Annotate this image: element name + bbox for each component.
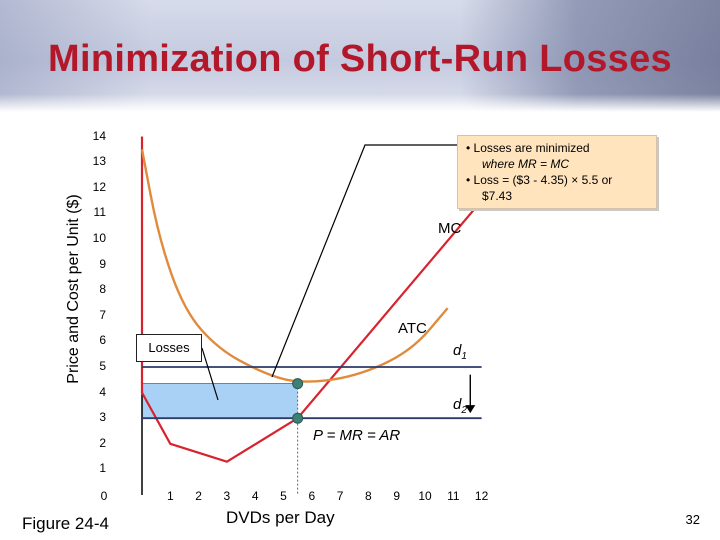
x-tick-label: 3 bbox=[223, 489, 231, 503]
header-banner: Minimization of Short-Run Losses bbox=[0, 0, 720, 112]
y-tick-label: 4 bbox=[99, 384, 106, 399]
d2-label: d2 bbox=[453, 396, 467, 416]
y-tick-label: 3 bbox=[99, 410, 106, 425]
y-tick-label: 9 bbox=[99, 256, 106, 271]
losses-pointer-line bbox=[201, 347, 219, 401]
y-tick-label: 13 bbox=[92, 154, 106, 169]
x-tick-label: 8 bbox=[365, 489, 372, 503]
y-tick-label: 2 bbox=[99, 435, 106, 450]
x-axis-label: DVDs per Day bbox=[226, 508, 335, 527]
y-tick-label: 7 bbox=[99, 307, 106, 322]
note-line-3: • Loss = ($3 - 4.35) × 5.5 or bbox=[466, 173, 613, 187]
note-line-1: • Losses are minimized bbox=[466, 141, 590, 155]
x-tick-label: 12 bbox=[474, 489, 489, 503]
y-tick-label: 8 bbox=[99, 282, 106, 297]
y-tick-label: 5 bbox=[99, 359, 106, 373]
note-pointer-line bbox=[271, 144, 457, 378]
price-line-label: P = MR = AR bbox=[313, 427, 401, 444]
x-tick-label: 1 bbox=[166, 489, 174, 503]
losses-label-box: Losses bbox=[136, 334, 202, 362]
x-tick-label: 9 bbox=[393, 489, 401, 503]
loss-area bbox=[142, 383, 298, 419]
y-tick-label: 6 bbox=[99, 333, 106, 348]
atc-min-point bbox=[292, 378, 304, 390]
page-number: 32 bbox=[685, 512, 700, 527]
x-tick-label: 11 bbox=[447, 489, 460, 503]
annotation-note: • Losses are minimized where MR = MC • L… bbox=[457, 135, 657, 209]
mr-mc-point bbox=[292, 412, 304, 424]
x-tick-label: 10 bbox=[418, 489, 432, 503]
series-atc-curve bbox=[140, 149, 449, 383]
x-tick-label: 5 bbox=[280, 489, 287, 503]
x-tick-label: 6 bbox=[308, 489, 316, 503]
mc-label: MC bbox=[438, 220, 462, 237]
d1-label: d1 bbox=[453, 342, 467, 362]
figure-label: Figure 24-4 bbox=[22, 514, 109, 533]
x-tick-label: 0 bbox=[100, 489, 108, 503]
x-tick-label: 7 bbox=[336, 489, 344, 503]
demand-shift-arrowhead bbox=[465, 405, 476, 414]
y-tick-label: 12 bbox=[92, 179, 106, 194]
note-line-2: where MR = MC bbox=[482, 157, 570, 171]
note-line-4: $7.43 bbox=[482, 189, 513, 203]
atc-label: ATC bbox=[398, 320, 427, 337]
y-tick-label: 10 bbox=[92, 231, 106, 245]
slide-title: Minimization of Short-Run Losses bbox=[48, 38, 672, 80]
x-tick-label: 4 bbox=[251, 489, 259, 503]
y-tick-label: 14 bbox=[92, 128, 106, 143]
y-tick-label: 11 bbox=[93, 205, 106, 220]
x-tick-label: 2 bbox=[195, 489, 202, 503]
y-tick-label: 1 bbox=[99, 461, 106, 476]
